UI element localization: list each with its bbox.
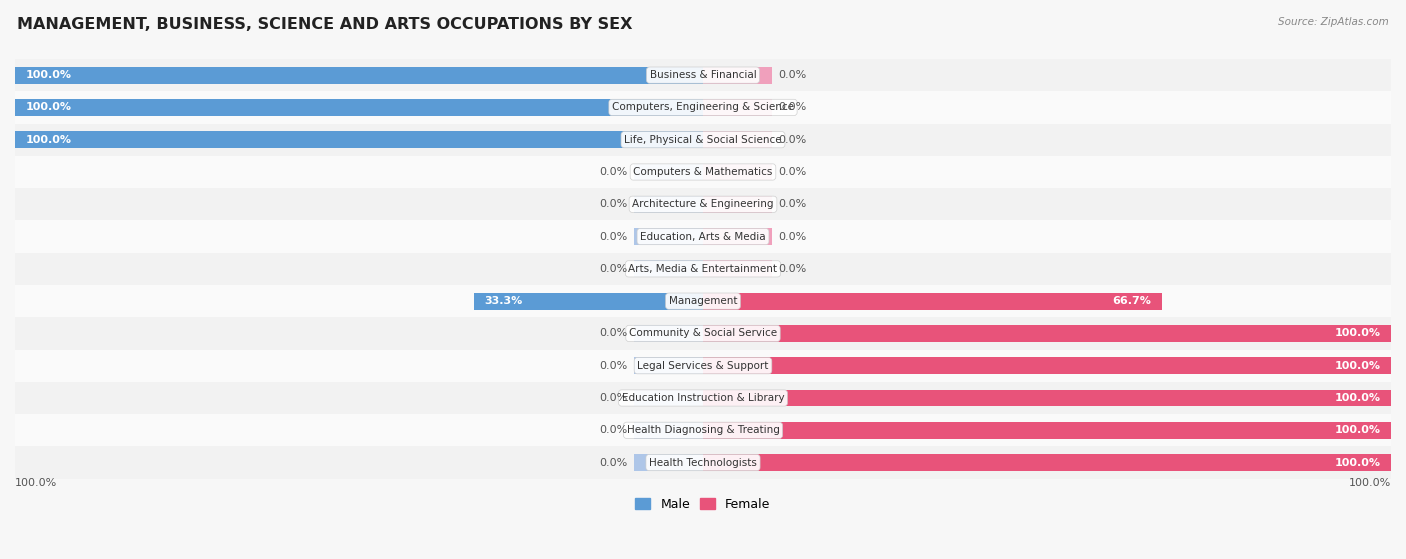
Text: 0.0%: 0.0% — [599, 361, 627, 371]
Text: 0.0%: 0.0% — [779, 264, 807, 274]
Bar — [703, 228, 772, 245]
Text: 0.0%: 0.0% — [599, 329, 627, 338]
Bar — [15, 91, 1391, 124]
Bar — [703, 325, 772, 342]
Text: Community & Social Service: Community & Social Service — [628, 329, 778, 338]
Text: 100.0%: 100.0% — [25, 102, 72, 112]
Bar — [703, 454, 1391, 471]
Text: 100.0%: 100.0% — [1334, 361, 1381, 371]
Bar — [634, 325, 703, 342]
Text: Computers & Mathematics: Computers & Mathematics — [633, 167, 773, 177]
Text: 100.0%: 100.0% — [1334, 458, 1381, 467]
Bar — [703, 260, 772, 277]
Text: 0.0%: 0.0% — [779, 135, 807, 145]
Text: 100.0%: 100.0% — [1334, 393, 1381, 403]
Text: 0.0%: 0.0% — [599, 393, 627, 403]
Bar — [703, 196, 772, 212]
Text: Arts, Media & Entertainment: Arts, Media & Entertainment — [628, 264, 778, 274]
Bar — [15, 67, 703, 83]
Text: Source: ZipAtlas.com: Source: ZipAtlas.com — [1278, 17, 1389, 27]
Bar — [15, 156, 1391, 188]
Text: 33.3%: 33.3% — [484, 296, 523, 306]
Text: Life, Physical & Social Science: Life, Physical & Social Science — [624, 135, 782, 145]
Bar — [634, 164, 703, 181]
Text: 100.0%: 100.0% — [1348, 477, 1391, 487]
Text: 100.0%: 100.0% — [25, 135, 72, 145]
Text: 0.0%: 0.0% — [599, 199, 627, 209]
Bar — [15, 124, 1391, 156]
Bar — [703, 164, 772, 181]
Text: 100.0%: 100.0% — [1334, 425, 1381, 435]
Bar — [703, 390, 772, 406]
Text: Business & Financial: Business & Financial — [650, 70, 756, 80]
Text: 0.0%: 0.0% — [599, 458, 627, 467]
Bar — [634, 196, 703, 212]
Text: Legal Services & Support: Legal Services & Support — [637, 361, 769, 371]
Bar — [15, 131, 703, 148]
Bar — [15, 382, 1391, 414]
Text: 0.0%: 0.0% — [779, 70, 807, 80]
Bar — [634, 67, 703, 83]
Bar — [15, 318, 1391, 349]
Bar — [15, 285, 1391, 318]
Bar — [634, 390, 703, 406]
Text: Management: Management — [669, 296, 737, 306]
Bar — [703, 293, 772, 310]
Bar — [634, 228, 703, 245]
Text: Computers, Engineering & Science: Computers, Engineering & Science — [612, 102, 794, 112]
Text: Education Instruction & Library: Education Instruction & Library — [621, 393, 785, 403]
Text: 0.0%: 0.0% — [779, 167, 807, 177]
Text: 100.0%: 100.0% — [25, 70, 72, 80]
Bar — [703, 293, 1161, 310]
Bar — [703, 422, 1391, 439]
Text: 0.0%: 0.0% — [779, 199, 807, 209]
Text: Architecture & Engineering: Architecture & Engineering — [633, 199, 773, 209]
Bar — [634, 293, 703, 310]
Bar — [15, 414, 1391, 447]
Text: 0.0%: 0.0% — [599, 264, 627, 274]
Bar — [703, 357, 1391, 374]
Text: Education, Arts & Media: Education, Arts & Media — [640, 231, 766, 241]
Bar — [703, 357, 772, 374]
Bar — [15, 188, 1391, 220]
Bar — [634, 422, 703, 439]
Text: 100.0%: 100.0% — [1334, 329, 1381, 338]
Bar — [703, 454, 772, 471]
Bar — [15, 59, 1391, 91]
Bar — [15, 447, 1391, 479]
Text: 0.0%: 0.0% — [599, 425, 627, 435]
Bar — [703, 99, 772, 116]
Bar — [15, 99, 703, 116]
Bar — [634, 131, 703, 148]
Text: MANAGEMENT, BUSINESS, SCIENCE AND ARTS OCCUPATIONS BY SEX: MANAGEMENT, BUSINESS, SCIENCE AND ARTS O… — [17, 17, 633, 32]
Text: 0.0%: 0.0% — [599, 231, 627, 241]
Text: 0.0%: 0.0% — [599, 167, 627, 177]
Text: 66.7%: 66.7% — [1112, 296, 1152, 306]
Legend: Male, Female: Male, Female — [630, 493, 776, 516]
Text: 100.0%: 100.0% — [15, 477, 58, 487]
Bar — [634, 99, 703, 116]
Bar — [703, 67, 772, 83]
Bar — [703, 131, 772, 148]
Bar — [634, 260, 703, 277]
Text: 0.0%: 0.0% — [779, 231, 807, 241]
Bar — [634, 357, 703, 374]
Bar — [15, 220, 1391, 253]
Bar — [634, 454, 703, 471]
Bar — [703, 422, 772, 439]
Text: Health Diagnosing & Treating: Health Diagnosing & Treating — [627, 425, 779, 435]
Bar — [703, 325, 1391, 342]
Text: 0.0%: 0.0% — [779, 102, 807, 112]
Text: Health Technologists: Health Technologists — [650, 458, 756, 467]
Bar — [15, 253, 1391, 285]
Bar — [15, 349, 1391, 382]
Bar — [703, 390, 1391, 406]
Bar — [474, 293, 703, 310]
